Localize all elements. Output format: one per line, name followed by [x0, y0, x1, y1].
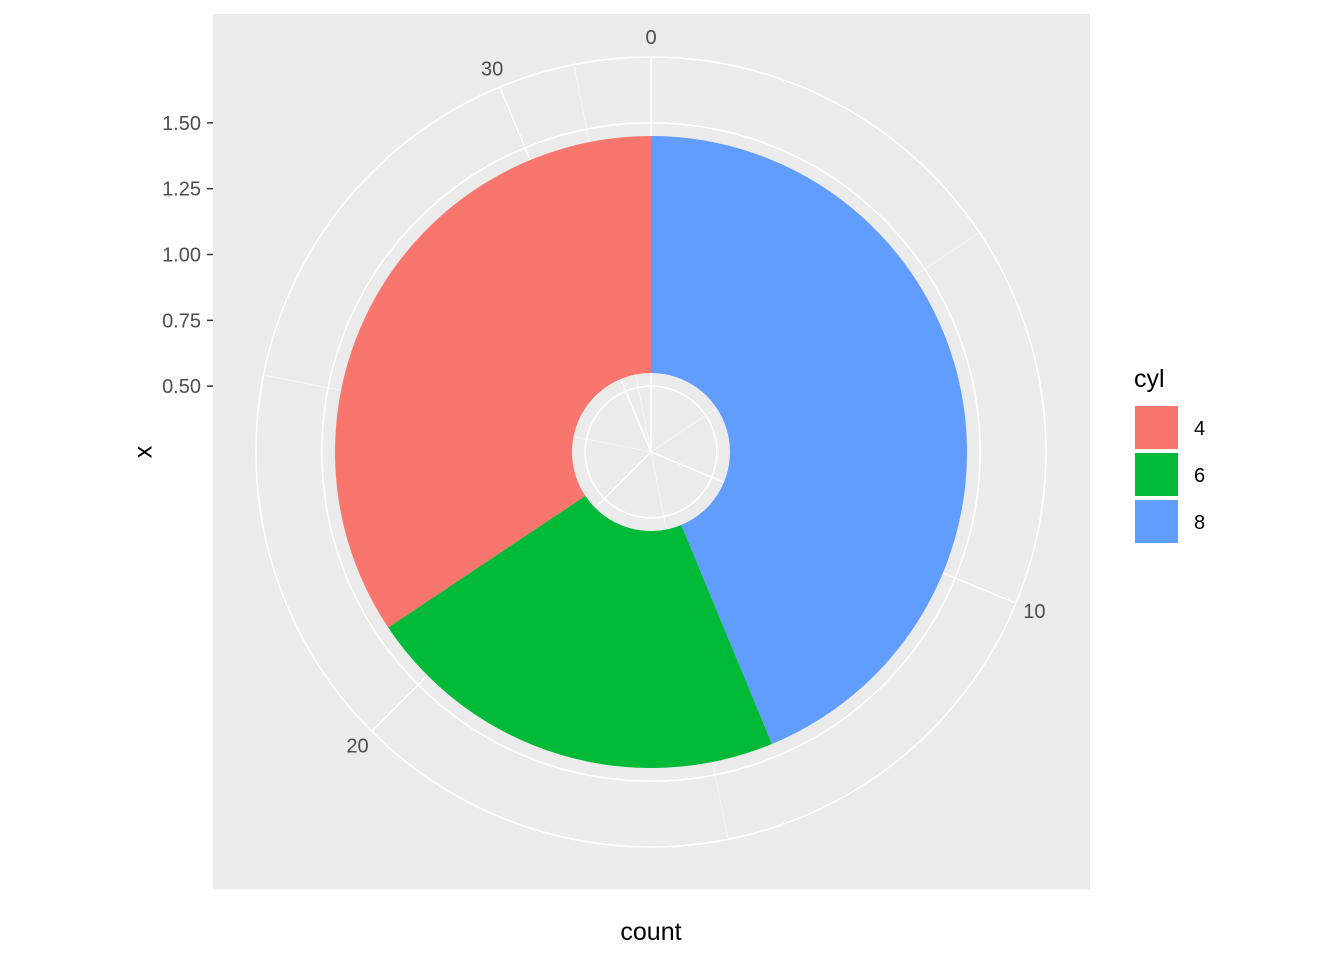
x-axis-tick-label: 0.75 — [162, 310, 201, 332]
count-tick-label: 10 — [1023, 601, 1045, 623]
count-tick-label: 20 — [346, 735, 368, 757]
ring-segments — [335, 136, 967, 768]
legend-key-8 — [1135, 500, 1178, 543]
legend-label-4: 4 — [1194, 418, 1205, 440]
x-axis-tick-label: 0.50 — [162, 376, 201, 398]
legend-entries: 4 6 8 — [1135, 406, 1205, 543]
count-tick-label: 0 — [645, 27, 656, 49]
legend-key-4 — [1135, 406, 1178, 449]
count-tick-label: 30 — [481, 59, 503, 81]
x-axis-left: 0.50 0.75 1.00 1.25 1.50 — [162, 113, 213, 398]
legend-label-8: 8 — [1194, 512, 1205, 534]
ring-segment-cyl-4 — [335, 136, 651, 628]
x-axis-tick-label: 1.50 — [162, 113, 201, 135]
x-axis-title: count — [620, 918, 681, 946]
legend-key-6 — [1135, 453, 1178, 496]
x-axis-tick-label: 1.00 — [162, 245, 201, 267]
legend-label-6: 6 — [1194, 465, 1205, 487]
legend: cyl 4 6 8 — [1134, 365, 1205, 543]
count-tick-labels: 0 10 20 30 — [346, 27, 1045, 757]
ring-segment-cyl-8 — [651, 136, 967, 744]
x-axis-tick-label: 1.25 — [162, 179, 201, 201]
ring-segment-cyl-6 — [388, 495, 772, 768]
y-axis-title: x — [130, 445, 158, 458]
legend-title: cyl — [1134, 365, 1165, 393]
